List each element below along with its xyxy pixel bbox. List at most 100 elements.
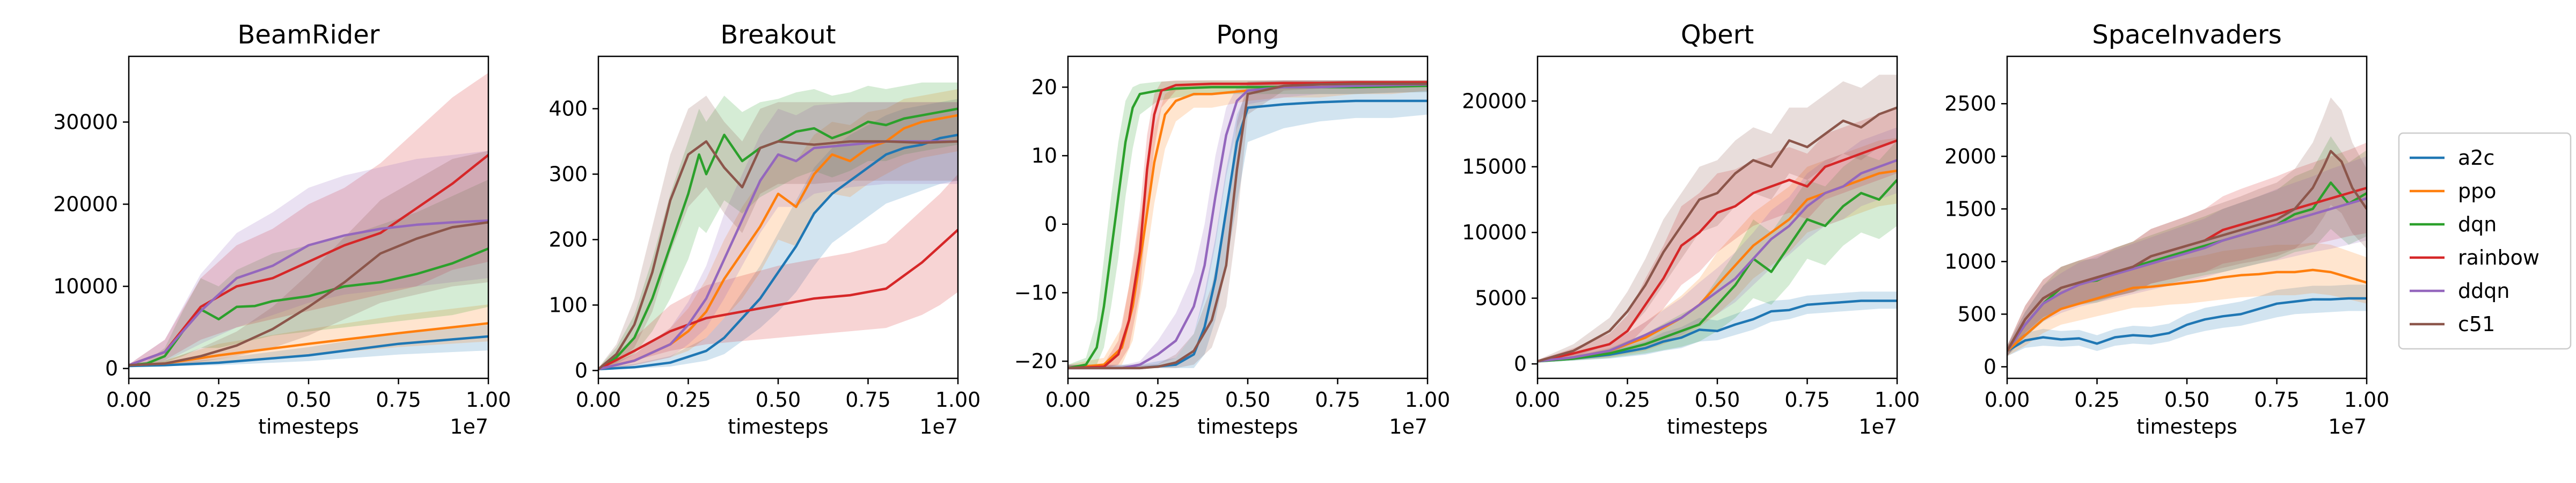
x-tick-label: 0.00 bbox=[576, 388, 621, 412]
line-ddqn bbox=[2007, 197, 2367, 352]
y-tick-label: 0 bbox=[105, 357, 118, 380]
y-tick-label: 1000 bbox=[1944, 250, 1996, 273]
panel-pong: 0.00 0.25 0.50 0.75 1.00 timesteps 1e7 −20 −10 0 1… bbox=[1014, 20, 1451, 438]
x-offset-label: 1e7 bbox=[1858, 415, 1897, 438]
x-tick-label: 0.50 bbox=[286, 388, 332, 412]
plot-area bbox=[129, 72, 488, 368]
band-a2c bbox=[1068, 87, 1428, 368]
legend-item-ddqn: ddqn bbox=[2410, 279, 2509, 303]
line-c51 bbox=[2007, 150, 2367, 352]
line-a2c bbox=[2007, 297, 2367, 352]
x-tick-label: 0.00 bbox=[1985, 388, 2030, 412]
x-tick-label: 0.25 bbox=[1135, 388, 1181, 412]
x-tick-label: 1.00 bbox=[466, 388, 511, 412]
line-rainbow bbox=[598, 229, 958, 370]
band-rainbow bbox=[1068, 80, 1428, 368]
x-tick-label: 0.50 bbox=[756, 388, 801, 412]
y-tick-label: −10 bbox=[1014, 281, 1057, 304]
panel-breakout: 0.00 0.25 0.50 0.75 1.00 timesteps 1e7 0 100 200 3… bbox=[548, 20, 980, 438]
line-ddqn bbox=[1538, 159, 1897, 363]
legend-item-ppo: ppo bbox=[2410, 179, 2497, 203]
x-tick-label: 1.00 bbox=[935, 388, 981, 412]
x-axis-label: timesteps bbox=[1197, 415, 1298, 438]
plot-area bbox=[2007, 97, 2367, 356]
x-offset-label: 1e7 bbox=[919, 415, 958, 438]
line-dqn bbox=[129, 247, 488, 367]
x-offset-label: 1e7 bbox=[2328, 415, 2367, 438]
x-offset-label: 1e7 bbox=[450, 415, 488, 438]
y-tick-label: −20 bbox=[1014, 349, 1057, 373]
legend-label-dqn: dqn bbox=[2458, 213, 2497, 236]
line-c51 bbox=[1068, 82, 1428, 370]
y-tick-label: 10000 bbox=[1462, 221, 1527, 244]
y-tick-label: 300 bbox=[548, 163, 588, 186]
y-tick-label: 20000 bbox=[53, 193, 118, 216]
x-tick-label: 0.00 bbox=[106, 388, 152, 412]
panel-spaceinvaders: 0.00 0.25 0.50 0.75 1.00 timesteps 1e7 0 500 1000… bbox=[1944, 20, 2389, 438]
x-axis-label: timesteps bbox=[728, 415, 829, 438]
line-c51 bbox=[598, 140, 958, 370]
y-tick-label: 10 bbox=[1031, 144, 1057, 167]
band-rainbow bbox=[129, 72, 488, 367]
y-tick-label: 20 bbox=[1031, 75, 1057, 99]
x-axis-label: timesteps bbox=[1667, 415, 1768, 438]
band-c51 bbox=[598, 96, 958, 370]
line-ppo bbox=[1538, 169, 1897, 363]
x-tick-label: 0.75 bbox=[376, 388, 421, 412]
band-dqn bbox=[1068, 80, 1428, 368]
x-offset-label: 1e7 bbox=[1389, 415, 1428, 438]
y-tick-label: 100 bbox=[548, 293, 588, 317]
y-tick-label: 500 bbox=[1957, 302, 1996, 326]
legend-label-rainbow: rainbow bbox=[2458, 246, 2540, 269]
y-tick-label: 0 bbox=[575, 358, 588, 382]
panel-title: SpaceInvaders bbox=[2092, 20, 2281, 50]
plot-area bbox=[598, 82, 958, 371]
x-tick-label: 0.50 bbox=[2164, 388, 2210, 412]
x-tick-label: 1.00 bbox=[1875, 388, 1920, 412]
band-rainbow bbox=[1538, 107, 1897, 363]
line-ddqn bbox=[1068, 83, 1428, 370]
line-c51 bbox=[1538, 106, 1897, 363]
line-rainbow bbox=[129, 153, 488, 367]
y-tick-label: 400 bbox=[548, 97, 588, 121]
y-tick-label: 5000 bbox=[1475, 287, 1527, 310]
x-axis-label: timesteps bbox=[2136, 415, 2237, 438]
y-tick-label: 0 bbox=[1514, 352, 1527, 376]
x-tick-label: 0.50 bbox=[1225, 388, 1271, 412]
legend-item-dqn: dqn bbox=[2410, 213, 2497, 236]
x-tick-label: 0.25 bbox=[1605, 388, 1650, 412]
x-tick-label: 0.00 bbox=[1045, 388, 1091, 412]
x-tick-label: 0.75 bbox=[1784, 388, 1830, 412]
x-tick-label: 0.75 bbox=[2254, 388, 2300, 412]
line-a2c bbox=[598, 134, 958, 371]
line-ppo bbox=[2007, 268, 2367, 352]
band-a2c bbox=[1538, 291, 1897, 363]
x-tick-label: 0.25 bbox=[196, 388, 241, 412]
band-dqn bbox=[1538, 140, 1897, 363]
x-tick-label: 1.00 bbox=[2344, 388, 2390, 412]
y-tick-label: 200 bbox=[548, 228, 588, 251]
line-ddqn bbox=[129, 219, 488, 367]
legend: a2c ppo dqn rainbow ddqn c51 bbox=[2398, 132, 2572, 350]
band-ppo bbox=[598, 89, 958, 370]
legend-label-c51: c51 bbox=[2458, 312, 2495, 336]
legend-box bbox=[2398, 132, 2572, 350]
line-a2c bbox=[129, 335, 488, 368]
legend-label-ppo: ppo bbox=[2458, 179, 2497, 203]
band-c51 bbox=[2007, 97, 2367, 356]
panel-title: Qbert bbox=[1681, 20, 1754, 50]
panel-qbert: 0.00 0.25 0.50 0.75 1.00 timesteps 1e7 0 5000 100… bbox=[1462, 20, 1920, 438]
band-c51 bbox=[129, 151, 488, 366]
line-c51 bbox=[129, 221, 488, 367]
legend-label-a2c: a2c bbox=[2458, 146, 2494, 170]
x-tick-label: 0.25 bbox=[2074, 388, 2120, 412]
line-rainbow bbox=[1068, 81, 1428, 370]
band-ddqn bbox=[2007, 156, 2367, 356]
legend-item-c51: c51 bbox=[2410, 312, 2495, 336]
y-tick-label: 20000 bbox=[1462, 89, 1527, 113]
y-tick-label: 15000 bbox=[1462, 155, 1527, 179]
band-ppo bbox=[1538, 137, 1897, 363]
x-tick-label: 0.75 bbox=[845, 388, 891, 412]
band-ppo bbox=[1068, 80, 1428, 368]
